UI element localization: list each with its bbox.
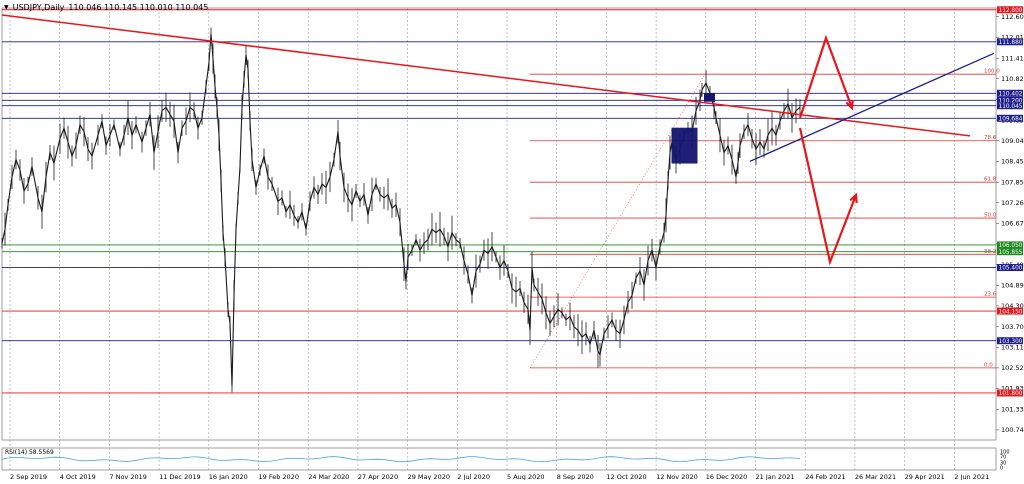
date-label: 7 Nov 2019 [109,473,146,480]
date-label: 26 Mar 2021 [855,473,896,480]
navy-level-price-label: 103.300 [999,339,1023,345]
date-label: 29 Apr 2021 [905,473,945,480]
plot-frame [1,7,997,441]
red-level-price-label: 112.800 [999,8,1023,14]
order-block-box [671,127,698,164]
rsi-label: RSI(14) 58.5569 [5,449,54,456]
date-label: 19 Feb 2020 [259,473,299,480]
navy-level-price-tag [997,337,1023,345]
green-level-price-label: 106.050 [999,243,1023,249]
fib-level-label: 100.0 [984,69,1000,75]
ohlc-values: 110.046 110.145 110.010 110.045 [68,3,209,12]
red-level-price-tag [997,307,1023,315]
price-tick-label: 108.450 [1001,157,1024,165]
red-level-price-tag [997,389,1023,397]
price-tick-label: 112.600 [1001,13,1024,21]
navy-level-price-tag [997,38,1023,46]
navy-level-price-label: 111.880 [999,40,1023,46]
date-label: 2 Jul 2020 [457,473,490,480]
chart-header: ▼ USDJPY,Daily 110.046 110.145 110.010 1… [4,3,208,12]
green-level-price-label: 105.855 [999,250,1023,256]
symbol-dropdown-icon[interactable]: ▼ [4,4,9,11]
price-tick-label: 101.330 [1001,406,1024,414]
date-label: 24 Mar 2020 [308,473,349,480]
navy-level-price-tag [997,96,1023,104]
navy-level-price-label: 105.400 [999,266,1023,272]
price-tick-label: 107.260 [1001,199,1024,207]
rsi-tick-label: 100 [1000,450,1010,456]
price-tick-label: 112.010 [1001,33,1024,41]
red-level-price-label: 104.150 [999,309,1023,315]
navy-level-price-tag [997,114,1023,122]
date-label: 21 Jan 2021 [756,473,795,480]
price-tick-label: 110.820 [1001,75,1024,83]
date-label: 5 Aug 2020 [507,473,545,480]
fib-level-label: 61.8 [984,177,997,183]
bearish-scenario-arrow [798,127,858,266]
navy-level-price-label: 110.402 [999,91,1023,97]
bullish-scenario-arrow-head [845,99,854,111]
date-label: 29 May 2020 [408,473,450,480]
price-tick-label: 111.410 [1001,54,1024,62]
green-level-price-tag [997,241,1023,249]
blue-trendline [749,52,995,162]
date-label: 2 Jun 2021 [954,473,989,480]
navy-level-price-label: 110.200 [999,99,1023,105]
date-label: 8 Sep 2020 [557,473,594,480]
price-tick-label: 103.110 [1001,344,1024,352]
date-label: 12 Oct 2020 [606,473,646,480]
navy-level-price-tag [997,102,1023,110]
price-tick-label: 104.300 [1001,302,1024,310]
rsi-tick-label: 0 [1000,466,1003,472]
small-order-block-box [704,93,715,102]
price-tick-label: 101.930 [1001,385,1024,393]
bearish-scenario-arrow-head [849,192,858,204]
price-tick-label: 102.520 [1001,364,1024,372]
price-tick-label: 106.670 [1001,220,1024,228]
rsi-tick-label: 70 [1000,454,1006,460]
date-label: 4 Oct 2019 [60,473,96,480]
navy-level-price-tag [997,264,1023,272]
red-level-price-tag [997,6,1023,14]
date-label: 16 Dec 2020 [706,473,748,480]
rsi-line [1,456,801,463]
red-level-price-label: 101.800 [999,391,1023,397]
price-tick-label: 107.850 [1001,178,1024,186]
symbol-label: USDJPY,Daily [12,3,65,12]
navy-level-price-label: 110.045 [999,104,1023,110]
fib-level-label: 50.0 [984,213,997,219]
green-level-price-tag [997,248,1023,256]
date-label: 11 Dec 2019 [159,473,201,480]
rsi-tick-label: 30 [1000,461,1006,467]
fib-level-label: 78.6 [984,135,997,141]
date-label: 2 Sep 2019 [10,473,47,480]
date-label: 24 Feb 2021 [805,473,845,480]
fib-level-label: 23.6 [984,292,997,298]
bullish-scenario-arrow [798,34,854,119]
date-label: 27 Apr 2020 [358,473,398,480]
price-tick-label: 109.040 [1001,137,1024,145]
price-tick-label: 104.890 [1001,282,1024,290]
red-trendline [1,14,971,137]
navy-level-price-label: 109.684 [999,116,1023,122]
navy-level-price-tag [997,89,1023,97]
date-label: 12 Nov 2020 [656,473,698,480]
price-tick-label: 100.740 [1001,426,1024,434]
date-label: 16 Jan 2020 [209,473,248,480]
price-tick-label: 103.700 [1001,323,1024,331]
fib-level-label: 0.0 [984,362,993,368]
